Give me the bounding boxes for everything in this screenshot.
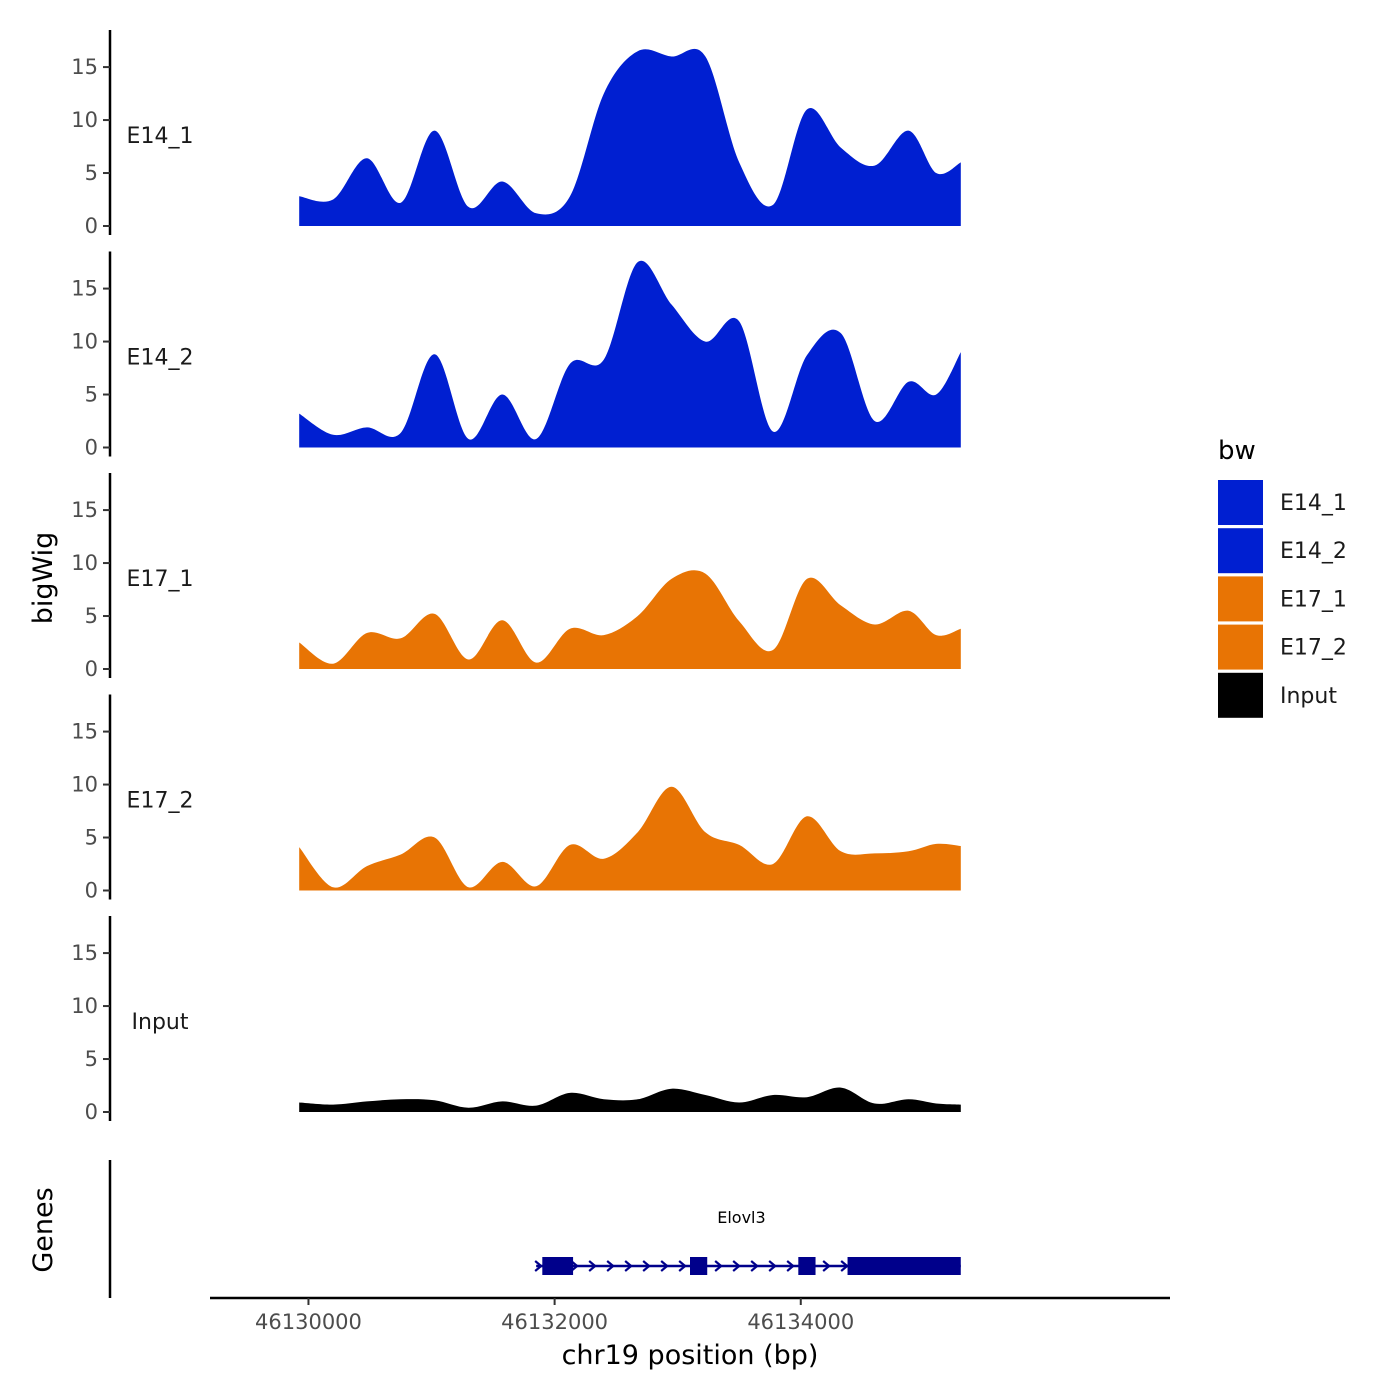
legend-label: E17_2 (1280, 636, 1347, 661)
track-label: E17_1 (127, 567, 194, 592)
x-tick-label: 46130000 (255, 1310, 362, 1334)
y-tick-label: 15 (71, 941, 98, 965)
legend-swatch (1218, 672, 1263, 718)
legend-swatch (1218, 528, 1263, 574)
x-tick-label: 46134000 (747, 1310, 854, 1334)
strand-chevron (786, 1260, 795, 1272)
strand-chevron (750, 1260, 759, 1272)
strand-chevron (732, 1260, 741, 1272)
y-tick-label: 15 (71, 498, 98, 522)
strand-chevron (606, 1260, 615, 1272)
gene-name-label: Elovl3 (717, 1208, 765, 1227)
y-tick-label: 10 (71, 108, 98, 132)
legend-label: E14_2 (1280, 539, 1347, 564)
genes-axis-title: Genes (28, 1187, 59, 1272)
tracks-group: 0 5 10 15 E14_1 0 5 10 15 E14_2 0 5 10 15 E17_1 0 5 10 15 E… (71, 30, 961, 1124)
legend-item-E17_1: E17_1 (1218, 576, 1347, 622)
track-E14_1: 0 5 10 15 E14_1 (71, 30, 961, 238)
legend-swatch (1218, 480, 1263, 525)
track-Input: 0 5 10 15 Input (71, 916, 961, 1124)
legend-item-E17_2: E17_2 (1218, 624, 1347, 670)
y-tick-label: 15 (71, 55, 98, 79)
y-tick-label: 10 (71, 773, 98, 797)
strand-chevron (840, 1260, 849, 1272)
gene-exon-1 (542, 1257, 574, 1275)
coverage-area-E14_2 (299, 260, 961, 448)
gene-panel: Elovl3 (108, 1160, 961, 1298)
strand-chevron (588, 1260, 597, 1272)
gene-exon-4 (847, 1257, 961, 1275)
legend-swatch (1218, 576, 1263, 622)
legend-title: bw (1218, 436, 1256, 466)
y-tick-label: 5 (85, 604, 98, 628)
gene-exon-3 (798, 1257, 816, 1275)
coverage-area-E14_1 (299, 48, 961, 226)
coverage-area-E17_2 (299, 786, 961, 891)
legend: bw E14_1 E14_2 E17_1 E17_2 Input (1218, 436, 1347, 718)
strand-chevron (570, 1260, 579, 1272)
legend-label: E14_1 (1280, 491, 1347, 516)
strand-chevron (624, 1260, 633, 1272)
coverage-area-E17_1 (299, 570, 961, 669)
legend-item-E14_2: E14_2 (1218, 528, 1347, 574)
y-tick-label: 0 (85, 879, 98, 903)
y-tick-label: 0 (85, 214, 98, 238)
strand-chevron (642, 1260, 651, 1272)
track-label: E14_1 (127, 124, 194, 149)
strand-chevron (714, 1260, 723, 1272)
y-tick-label: 10 (71, 551, 98, 575)
y-axis-title: bigWig (28, 532, 59, 625)
track-label: E14_2 (127, 346, 194, 371)
legend-item-Input: Input (1218, 672, 1337, 718)
y-tick-label: 0 (85, 1100, 98, 1124)
strand-chevron (822, 1260, 831, 1272)
y-tick-label: 5 (85, 826, 98, 850)
y-tick-label: 5 (85, 161, 98, 185)
track-E17_1: 0 5 10 15 E17_1 (71, 473, 961, 681)
strand-chevron (660, 1260, 669, 1272)
y-tick-label: 10 (71, 994, 98, 1018)
x-tick-label: 46132000 (501, 1310, 608, 1334)
legend-item-E14_1: E14_1 (1218, 480, 1347, 525)
y-tick-label: 15 (71, 277, 98, 301)
y-tick-label: 10 (71, 330, 98, 354)
y-tick-label: 5 (85, 383, 98, 407)
x-axis: 46130000 46132000 46134000 (210, 1296, 1170, 1334)
strand-chevron (768, 1260, 777, 1272)
track-E14_2: 0 5 10 15 E14_2 (71, 251, 961, 460)
y-tick-label: 0 (85, 657, 98, 681)
y-tick-label: 0 (85, 436, 98, 460)
y-tick-label: 15 (71, 720, 98, 744)
track-label: Input (132, 1010, 189, 1035)
strand-chevron (678, 1260, 687, 1272)
track-E17_2: 0 5 10 15 E17_2 (71, 694, 961, 903)
y-tick-label: 5 (85, 1047, 98, 1071)
legend-swatch (1218, 624, 1263, 670)
x-axis-title: chr19 position (bp) (562, 1340, 819, 1371)
track-label: E17_2 (127, 789, 194, 814)
gene-exon-2 (690, 1257, 708, 1275)
coverage-area-Input (299, 1087, 961, 1112)
legend-label: Input (1280, 684, 1337, 709)
strand-chevron (534, 1260, 543, 1272)
legend-label: E17_1 (1280, 587, 1347, 612)
